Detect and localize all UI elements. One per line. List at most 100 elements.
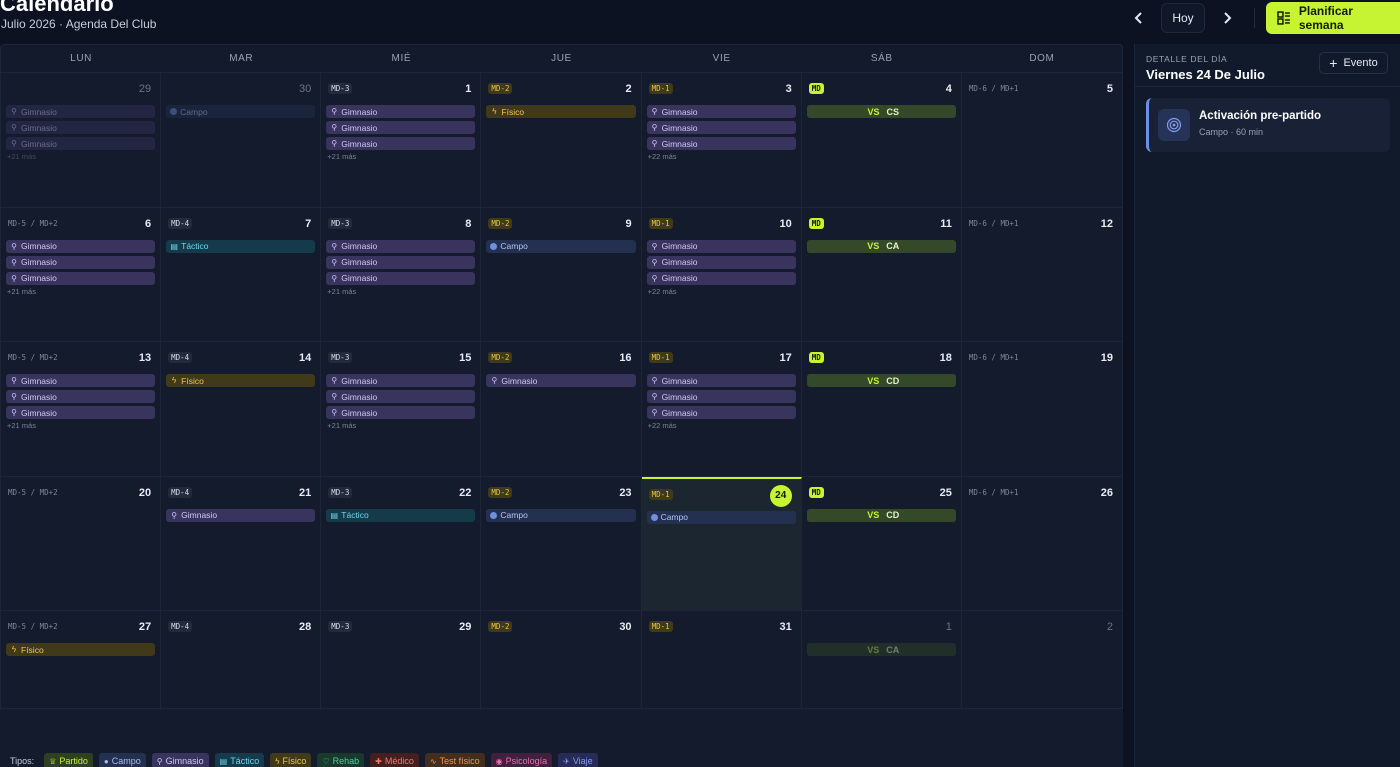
match-event[interactable]: VS CD [806,508,956,522]
event-chip[interactable]: ⚲ Gimnasio [326,406,476,420]
more-events-link[interactable]: +21 más [327,152,357,161]
event-chip[interactable]: ⚲ Gimnasio [326,374,476,388]
event-chip[interactable]: ϟ Físico [166,374,316,388]
event-chip[interactable]: ⚲ Gimnasio [646,255,796,269]
day-cell[interactable]: MD-2 16 ⚲ Gimnasio [481,342,642,477]
more-events-link[interactable]: +21 más [7,152,36,161]
event-chip[interactable]: ⚲ Gimnasio [326,105,476,118]
event-chip[interactable]: ⚲ Gimnasio [6,374,156,388]
event-label: Gimnasio [21,391,57,402]
event-chip[interactable]: ⚲ Gimnasio [646,271,796,285]
match-event[interactable]: VS CA [806,239,956,253]
more-events-link[interactable]: +21 más [7,421,36,431]
match-event[interactable]: VS CD [806,374,956,388]
day-cell[interactable]: MD-5 / MD+2 6 ⚲ Gimnasio ⚲ Gimnasio ⚲ Gimnasio +… [1,207,162,343]
day-cell[interactable]: MD 4 VS CS [801,73,962,208]
today-button[interactable]: Hoy [1161,3,1205,33]
event-chip[interactable]: ϟ Físico [6,643,156,657]
day-number: 31 [779,621,792,634]
day-cell[interactable]: MD-4 21 ⚲ Gimnasio [161,476,322,612]
day-cell[interactable]: MD-1 24 Campo [641,476,802,612]
event-chip[interactable]: ϟ Físico [486,105,636,118]
day-cell[interactable]: MD 11 VS CA [801,207,962,343]
legend-chip-medico[interactable]: ✚ Médico [370,753,419,767]
event-chip[interactable]: ⚲ Gimnasio [646,137,796,150]
day-cell[interactable]: MD-4 7 ▤ Táctico [161,207,322,343]
event-chip[interactable]: ▤ Táctico [166,239,316,253]
match-event[interactable]: VS CS [806,105,956,118]
legend-chip-viaje[interactable]: ✈ Viaje [558,753,598,767]
event-chip[interactable]: ⚲ Gimnasio [166,508,316,522]
event-chip[interactable]: ⚲ Gimnasio [646,121,796,134]
event-chip[interactable]: ⚲ Gimnasio [326,239,476,253]
more-events-link[interactable]: +22 más [647,152,677,161]
day-cell[interactable]: MD-5 / MD+2 20 [1,476,162,612]
event-chip[interactable]: ⚲ Gimnasio [6,271,156,285]
event-chip[interactable]: ▤ Táctico [326,508,476,522]
day-cell[interactable]: MD-3 8 ⚲ Gimnasio ⚲ Gimnasio ⚲ Gimnasio +21 más [321,207,482,343]
day-cell[interactable]: MD 18 VS CD [801,342,962,477]
day-cell[interactable]: MD 25 VS CD [801,476,962,612]
more-events-link[interactable]: +21 más [327,286,357,296]
event-chip[interactable]: Campo [486,239,636,253]
event-chip[interactable]: ⚲ Gimnasio [646,406,796,420]
more-events-link[interactable]: +22 más [647,286,677,296]
day-cell[interactable]: MD-2 23 Campo [481,476,642,612]
day-cell[interactable]: MD-3 1 ⚲ Gimnasio ⚲ Gimnasio ⚲ Gimnasio +21 más [321,73,482,208]
next-month-button[interactable] [1216,6,1238,30]
add-event-button[interactable]: + Evento [1319,52,1388,74]
event-chip[interactable]: ⚲ Gimnasio [6,406,156,420]
legend-chip-campo[interactable]: ● Campo [98,753,146,767]
plan-week-button[interactable]: Planificar semana [1266,2,1400,34]
match-event[interactable]: VS CA [806,643,956,657]
day-number: 30 [619,621,632,634]
day-cell[interactable]: MD-2 2 ϟ Físico [481,73,642,208]
legend-chip-partido[interactable]: ♕ Partido [44,753,93,767]
event-label: Gimnasio [21,138,57,149]
event-chip[interactable]: ⚲ Gimnasio [646,239,796,253]
day-cell[interactable]: MD-1 17 ⚲ Gimnasio ⚲ Gimnasio ⚲ Gimnasio +22 más [641,342,802,477]
event-chip[interactable]: ⚲ Gimnasio [646,390,796,404]
legend-chip-gimnasio[interactable]: ⚲ Gimnasio [151,753,209,767]
event-chip[interactable]: Campo [646,510,796,524]
more-events-link[interactable]: +22 más [647,421,677,431]
event-chip[interactable]: ⚲ Gimnasio [6,121,156,134]
day-cell[interactable]: 30 Campo [161,73,322,208]
legend-chip-fisico[interactable]: ϟ Físico [270,753,312,767]
legend-chip-tactico[interactable]: ▤ Táctico [214,753,265,767]
more-events-link[interactable]: +21 más [7,286,36,296]
event-chip[interactable]: ⚲ Gimnasio [646,374,796,388]
event-chip[interactable]: ⚲ Gimnasio [6,239,156,253]
legend-chip-test[interactable]: ∿ Test físico [424,753,485,767]
day-cell[interactable]: MD-5 / MD+2 13 ⚲ Gimnasio ⚲ Gimnasio ⚲ Gimnasio… [1,342,162,477]
legend-chip-psico[interactable]: ◉ Psicología [490,753,553,767]
event-chip[interactable]: ⚲ Gimnasio [6,137,156,150]
day-cell[interactable]: MD-4 14 ϟ Físico [161,342,322,477]
event-chip[interactable]: ⚲ Gimnasio [326,255,476,269]
event-chip[interactable]: ⚲ Gimnasio [646,105,796,118]
day-cell[interactable]: MD-2 9 Campo [481,207,642,343]
prev-month-button[interactable] [1128,6,1150,30]
day-cell[interactable]: MD-6 / MD+1 26 [961,477,1122,612]
day-cell[interactable]: MD-3 15 ⚲ Gimnasio ⚲ Gimnasio ⚲ Gimnasio +21 más [321,342,482,477]
day-cell[interactable]: MD-3 22 ▤ Táctico [321,476,482,612]
event-chip[interactable]: Campo [166,105,316,118]
event-chip[interactable]: ⚲ Gimnasio [326,390,476,404]
event-chip[interactable]: ⚲ Gimnasio [6,390,156,404]
day-cell[interactable]: MD-1 10 ⚲ Gimnasio ⚲ Gimnasio ⚲ Gimnasio +22 más [641,207,802,343]
event-chip[interactable]: ⚲ Gimnasio [6,255,156,269]
event-chip[interactable]: ⚲ Gimnasio [326,121,476,134]
day-cell[interactable]: MD-6 / MD+1 12 [961,208,1122,343]
event-card[interactable]: Activación pre-partido Campo · 60 min [1146,98,1390,152]
legend-chip-rehab[interactable]: ♡ Rehab [317,753,365,767]
day-cell[interactable]: MD-6 / MD+1 5 [961,73,1122,208]
event-chip[interactable]: Campo [486,508,636,522]
event-chip[interactable]: ⚲ Gimnasio [6,105,156,118]
day-cell[interactable]: MD-6 / MD+1 19 [961,342,1122,477]
day-cell[interactable]: 29 ⚲ Gimnasio ⚲ Gimnasio ⚲ Gimnasio +21 más [1,73,162,208]
event-chip[interactable]: ⚲ Gimnasio [326,137,476,150]
more-events-link[interactable]: +21 más [327,421,357,431]
event-chip[interactable]: ⚲ Gimnasio [486,374,636,388]
day-cell[interactable]: MD-1 3 ⚲ Gimnasio ⚲ Gimnasio ⚲ Gimnasio +22 más [641,73,802,208]
event-chip[interactable]: ⚲ Gimnasio [326,271,476,285]
